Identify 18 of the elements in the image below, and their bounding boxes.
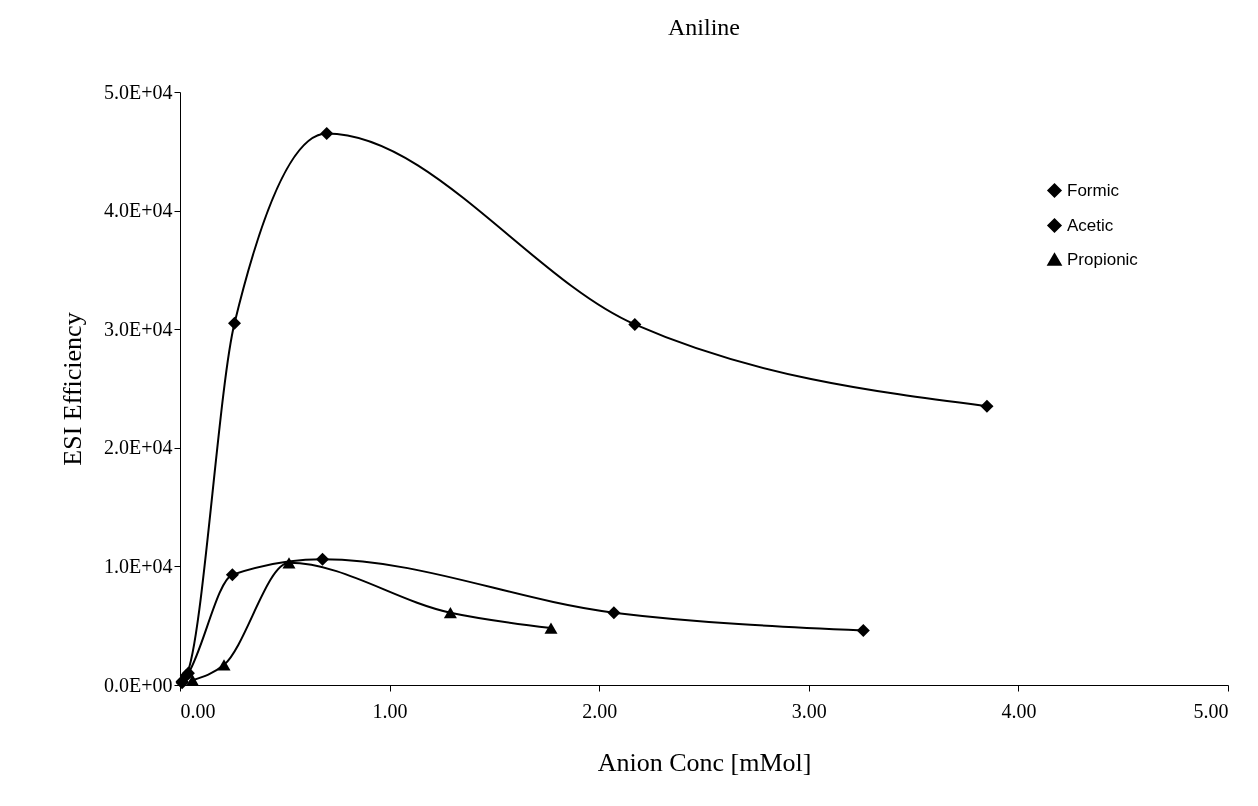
legend-label: Propionic	[1067, 249, 1139, 269]
x-axis-title: Anion Conc [mMol]	[597, 747, 812, 777]
y-tick-label: 3.0E+04	[104, 317, 173, 340]
x-tick-label: 1.00	[372, 699, 408, 722]
x-tick-label: 2.00	[582, 699, 618, 722]
x-tick-label: 4.00	[1001, 699, 1037, 722]
y-tick-label: 4.0E+04	[104, 199, 173, 222]
x-tick-label: 3.00	[791, 699, 827, 722]
y-axis-title: ESI Efficiency	[58, 312, 87, 466]
chart-title: Aniline	[668, 14, 740, 40]
y-tick-label: 1.0E+04	[104, 554, 173, 577]
y-tick-label: 5.0E+04	[104, 80, 173, 103]
x-tick-label: 5.00	[1193, 699, 1229, 722]
legend-label: Acetic	[1067, 215, 1114, 235]
y-tick-label: 0.0E+00	[104, 673, 173, 696]
legend-label: Formic	[1067, 180, 1120, 200]
y-tick-label: 2.0E+04	[104, 436, 173, 459]
x-tick-label: 0.00	[180, 699, 216, 722]
